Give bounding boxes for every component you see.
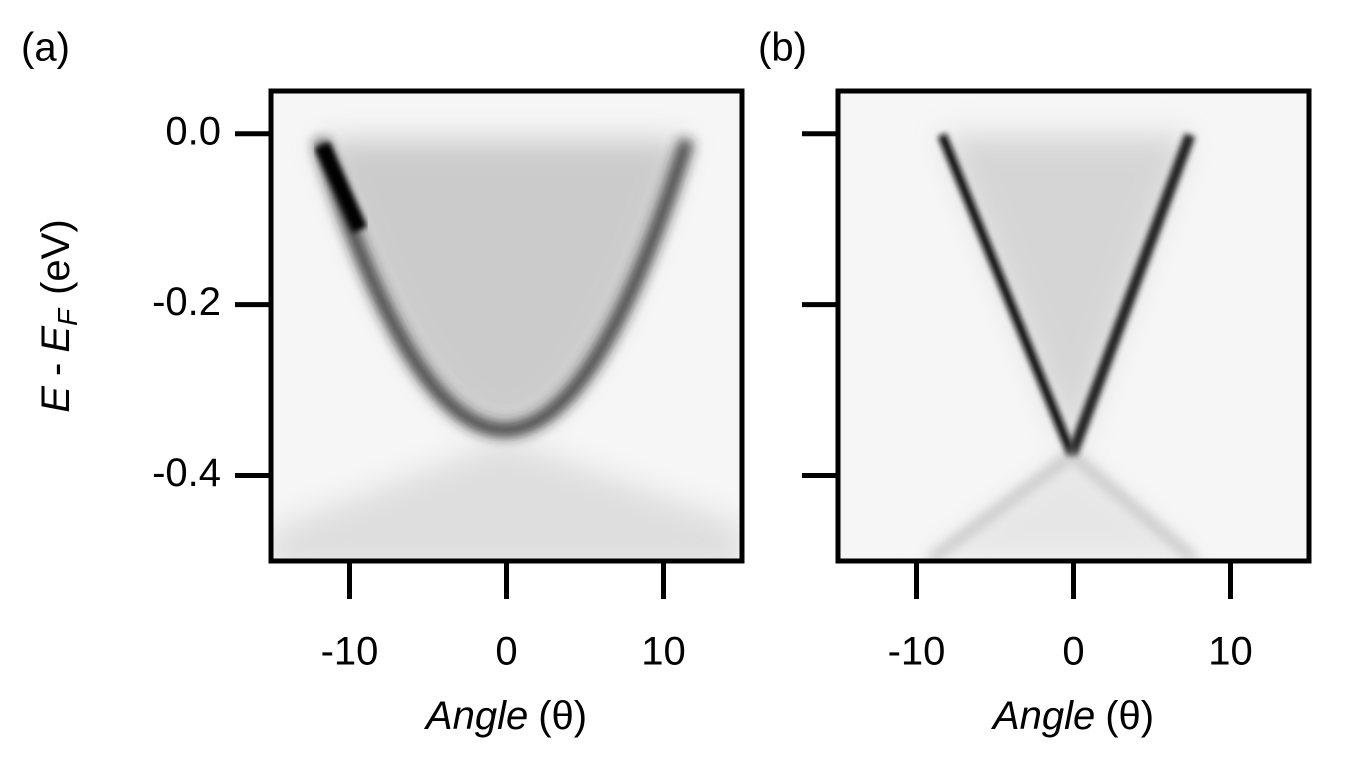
y-axis-label-sub: F (52, 307, 83, 326)
x-tick-label: 0 (1062, 630, 1084, 674)
x-axis-label-unit: (θ) (1105, 694, 1154, 738)
x-axis-label: Angle (θ) (424, 694, 587, 738)
x-axis-label-unit: (θ) (538, 694, 587, 738)
panel: (b) -10 0 10 Angle (θ) (758, 26, 1312, 738)
y-tick-label: -0.4 (152, 451, 221, 495)
y-tick-label: -0.2 (152, 280, 221, 324)
x-axis-label-var: Angle (991, 694, 1095, 738)
y-axis-label: E-EF(eV) (34, 219, 84, 412)
x-tick-label: 10 (641, 630, 686, 674)
spectrum-image (838, 91, 1309, 561)
x-tick-label: -10 (888, 630, 946, 674)
x-tick-label: 0 (495, 630, 517, 674)
y-axis-label-e: E (34, 385, 78, 413)
panel-label: (a) (21, 26, 70, 70)
spectrum-image (271, 91, 742, 561)
y-axis-label-minus: - (34, 363, 78, 376)
x-axis-label: Angle (θ) (991, 694, 1154, 738)
y-axis-label-unit: (eV) (34, 219, 78, 295)
panel-label: (b) (758, 26, 807, 70)
y-axis-label-e2: E (34, 325, 78, 353)
y-tick-label: 0.0 (165, 109, 221, 153)
x-tick-label: -10 (321, 630, 379, 674)
x-axis-label-var: Angle (424, 694, 528, 738)
x-tick-label: 10 (1208, 630, 1253, 674)
